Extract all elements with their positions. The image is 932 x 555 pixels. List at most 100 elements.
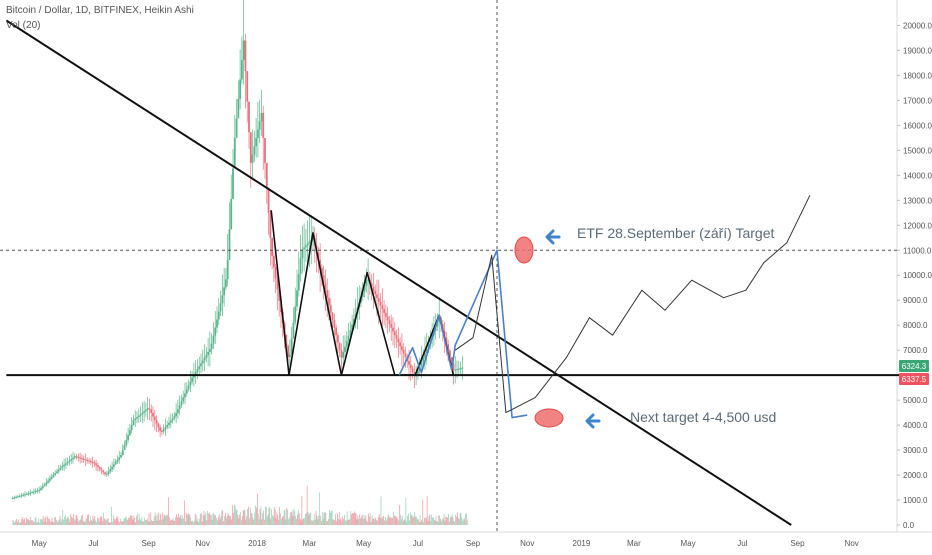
candle-body [384,312,387,317]
volume-bar [173,520,175,525]
volume-bar [152,520,153,525]
volume-bar [251,513,253,525]
etf-target-circle[interactable] [514,236,534,264]
volume-bar [407,515,409,525]
volume-bar [257,493,258,525]
volume-bar [53,522,55,525]
volume-bar [294,510,296,525]
volume-bar [288,518,289,525]
volume-bar [348,520,350,525]
volume-bar [137,520,139,525]
volume-bar [319,492,321,525]
candle-body [308,241,311,244]
volume-indicator-label[interactable]: Vol (20) [6,20,41,31]
volume-bar [337,518,339,525]
volume-bar [278,520,280,525]
volume-bar [419,515,421,525]
volume-bar [254,512,256,525]
volume-bar [133,515,135,525]
candle-body [50,476,53,479]
candle-body [79,457,82,459]
price-projection-path[interactable] [454,195,811,414]
volume-bar [364,518,366,525]
candle-body [121,450,124,456]
volume-bar [237,514,239,525]
drawing-layer [5,19,905,526]
volume-bar [174,521,176,525]
candle-body [184,393,186,398]
volume-bar [409,512,411,525]
volume-bar [67,516,69,525]
triangle-zigzag-line[interactable] [270,210,455,376]
volume-bar [13,521,15,525]
volume-bar [447,517,449,525]
volume-bar [55,517,57,525]
volume-bar [81,514,83,525]
candle-body [235,118,238,138]
candle-body [189,381,192,386]
candle-body [226,259,229,280]
symbol-title[interactable]: Bitcoin / Dollar, 1D, BITFINEX, Heikin A… [6,5,194,16]
descending-trendline[interactable] [5,19,792,526]
next-target-circle[interactable] [534,408,564,428]
volume-bar [184,500,185,525]
candle-body [205,354,208,358]
volume-bar [414,511,416,525]
volume-bar [335,514,337,525]
y-tick-label: 1000.0 [903,496,928,505]
volume-bar [257,513,259,525]
next-target-annotation-text: Next target 4-4,500 usd [630,409,776,425]
volume-bar [256,507,257,525]
volume-bar [362,518,364,525]
volume-bar [398,520,400,525]
volume-bar [416,516,417,525]
candle-body [347,335,350,342]
candle-body [272,255,275,268]
volume-bar [403,520,405,525]
volume-bar [222,510,224,525]
candle-body [155,420,158,424]
volume-bar [24,518,25,525]
volume-bar [79,520,81,525]
candle-body [256,129,259,138]
volume-bar [245,519,247,525]
candle-body [345,341,348,347]
volume-bar [366,520,368,525]
volume-bar [299,518,301,525]
y-tick-label: 7000.0 [903,346,928,355]
candle-body [168,422,170,425]
candle-body [187,385,190,390]
volume-bar [202,514,204,525]
volume-bar [177,513,179,525]
volume-bar [441,519,443,525]
volume-bar [178,517,180,525]
blue-projection-line[interactable] [398,249,528,419]
candle-body [20,495,23,497]
candle-body [32,491,35,493]
volume-bar [377,517,379,525]
volume-bar [378,514,380,525]
volume-bar [266,516,268,525]
candle-body [425,348,428,354]
candle-body [104,472,106,475]
volume-bar [353,511,355,525]
volume-bar [423,521,425,525]
volume-bar [99,517,101,525]
volume-bar [281,518,282,525]
volume-bar [408,513,409,525]
candle-body [38,490,41,492]
candle-body [219,303,222,312]
x-tick-label: May [356,539,371,548]
volume-bar [352,513,353,525]
candle-body [173,416,176,419]
volume-bar [388,515,390,525]
candle-body [40,488,42,491]
volume-bar [361,516,362,525]
volume-bar [433,517,434,525]
candle-body [72,457,74,460]
candle-body [123,445,126,451]
candle-body [216,319,218,328]
candle-body [217,311,220,320]
volume-bar [86,518,88,525]
